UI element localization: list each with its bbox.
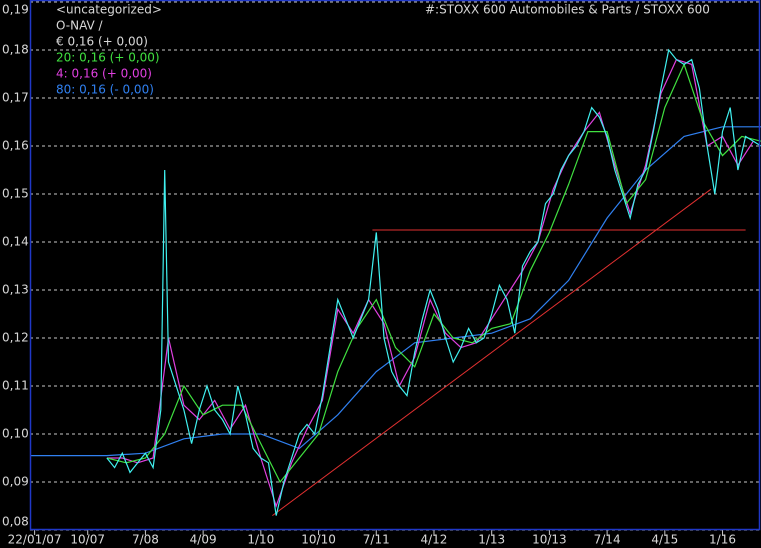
- y-tick-label: 0,08: [2, 515, 29, 529]
- legend-entry: 20: 0,16 (+ 0,00): [56, 51, 160, 65]
- y-tick-label: 0,16: [2, 139, 29, 153]
- labels: <uncategorized> O-NAV / #:STOXX 600 Auto…: [2, 3, 736, 547]
- series-line: [106, 58, 754, 508]
- x-tick-label: 1/10: [247, 533, 274, 547]
- subtitle: O-NAV /: [56, 19, 104, 33]
- y-tick-label: 0,19: [2, 3, 29, 17]
- y-tick-label: 0,11: [2, 379, 29, 393]
- series-line: [106, 48, 761, 516]
- x-tick-label: 22/01/07: [8, 533, 62, 547]
- x-tick-label: 7/11: [363, 533, 390, 547]
- x-tick-label: 4/12: [420, 533, 447, 547]
- x-tick-label: 4/15: [651, 533, 678, 547]
- y-tick-label: 0,14: [2, 235, 29, 249]
- x-tick-label: 1/16: [709, 533, 736, 547]
- y-tick-label: 0,09: [2, 475, 29, 489]
- x-tick-label: 10/13: [532, 533, 567, 547]
- y-tick-label: 0,12: [2, 331, 29, 345]
- lines: [30, 48, 761, 517]
- y-tick-label: 0,13: [2, 283, 29, 297]
- legend-entry: 80: 0,16 (- 0,00): [56, 83, 154, 97]
- plot-frame: [29, 0, 761, 531]
- x-tick-label: 7/08: [132, 533, 159, 547]
- legend-entry: 4: 0,16 (+ 0,00): [56, 67, 152, 81]
- x-tick-label: 10/07: [70, 533, 105, 547]
- legend-entry: € 0,16 (+ 0,00): [56, 35, 148, 49]
- y-tick-label: 0,18: [2, 43, 29, 57]
- y-tick-label: 0,10: [2, 427, 29, 441]
- y-tick-label: 0,15: [2, 187, 29, 201]
- trendline: [272, 188, 712, 517]
- y-tick-label: 0,17: [2, 91, 29, 105]
- x-tick-label: 1/13: [478, 533, 505, 547]
- x-tick-label: 4/09: [190, 533, 217, 547]
- group-label: <uncategorized>: [56, 3, 162, 17]
- chart-title: #:STOXX 600 Automobiles & Parts / STOXX …: [425, 3, 710, 17]
- x-tick-label: 7/14: [594, 533, 621, 547]
- series-line: [106, 62, 761, 484]
- x-tick-label: 10/10: [301, 533, 336, 547]
